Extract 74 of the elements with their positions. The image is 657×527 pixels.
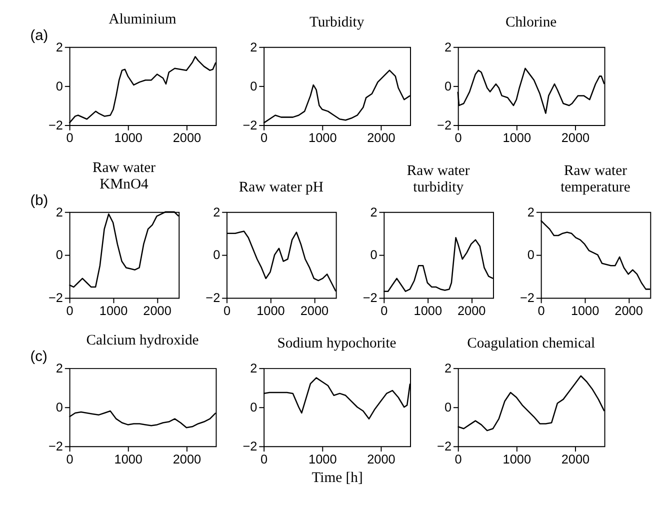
y-tick-label: 2 [56,40,63,54]
x-tick-label: 0 [538,304,545,318]
y-tick-label: 0 [56,400,63,415]
text: (b) [30,193,48,210]
y-tick-label: 2 [56,205,63,220]
chart-title: Raw water turbidity [406,162,470,196]
chart-title: Raw water temperature [560,162,630,196]
x-tick-label: 1000 [502,452,532,466]
x-tick-label: 1000 [99,304,128,318]
x-tick-label: 0 [223,304,231,318]
y-tick-label: −2 [437,440,452,454]
y-tick-label: 0 [444,400,452,415]
y-tick-label: 0 [250,400,258,415]
y-tick-label: −2 [242,118,258,132]
y-tick-label: 2 [213,205,220,220]
x-tick-label: 0 [454,131,462,146]
y-tick-label: 0 [56,248,63,262]
y-tick-label: 2 [250,361,258,376]
x-tick-label: 2000 [367,131,396,146]
y-tick-label: 0 [370,248,378,262]
y-tick-label: 0 [250,79,258,94]
x-tick-label: 0 [66,452,74,466]
x-tick-label: 2000 [172,131,202,146]
y-tick-label: 2 [444,361,452,376]
x-tick-label: 0 [454,452,462,466]
x-tick-label: 2000 [614,304,643,318]
y-tick-label: −2 [242,440,258,454]
x-axis-title: Time [h] [312,470,363,486]
y-tick-label: 0 [213,248,220,262]
x-tick-label: 1000 [256,304,285,318]
x-tick-label: 1000 [114,131,142,146]
y-tick-label: 2 [370,205,378,220]
y-tick-label: 2 [444,40,452,54]
x-tick-label: 1000 [308,452,337,466]
chart-title: Raw water pH [238,179,324,196]
x-tick-label: 0 [260,131,268,146]
x-tick-label: 2000 [367,452,396,466]
chart-title: Sodium hypochorite [277,336,396,352]
y-tick-label: 0 [444,79,452,94]
chart-title: Calcium hydroxide [86,332,199,349]
x-tick-label: 2000 [143,304,172,318]
chart-title: Turbidity [309,14,365,30]
y-tick-label: −2 [48,118,63,132]
x-tick-label: 0 [66,131,74,146]
y-tick-label: −2 [520,291,534,306]
x-tick-label: 1000 [502,131,532,146]
chart-title: Aluminium [108,11,177,28]
y-tick-label: −2 [48,440,63,454]
x-tick-label: 0 [260,452,268,466]
x-tick-label: 2000 [561,131,590,146]
chart-title: Chlorine [505,14,557,30]
chart-title: Coagulation chemical [467,336,596,352]
chart-title: Raw water KMnO4 [92,160,156,192]
y-tick-label: 2 [250,40,258,54]
y-tick-label: −2 [437,118,452,132]
y-tick-label: −2 [48,291,63,306]
y-tick-label: 0 [56,79,63,94]
x-tick-label: 1000 [114,452,142,466]
y-tick-label: −2 [362,291,378,306]
x-tick-label: 1000 [308,131,337,146]
y-tick-label: 2 [56,361,63,376]
x-tick-label: 2000 [561,452,590,466]
x-tick-label: 0 [380,304,388,318]
x-tick-label: 1000 [570,304,600,318]
text: (c) [30,349,48,366]
x-tick-label: 2000 [300,304,329,318]
y-tick-label: 0 [527,248,534,262]
y-tick-label: −2 [206,291,220,306]
x-tick-label: 0 [66,304,74,318]
text: (a) [30,28,48,44]
y-tick-label: 2 [527,205,534,220]
x-tick-label: 2000 [172,452,202,466]
x-tick-label: 2000 [458,304,486,318]
x-tick-label: 1000 [414,304,442,318]
